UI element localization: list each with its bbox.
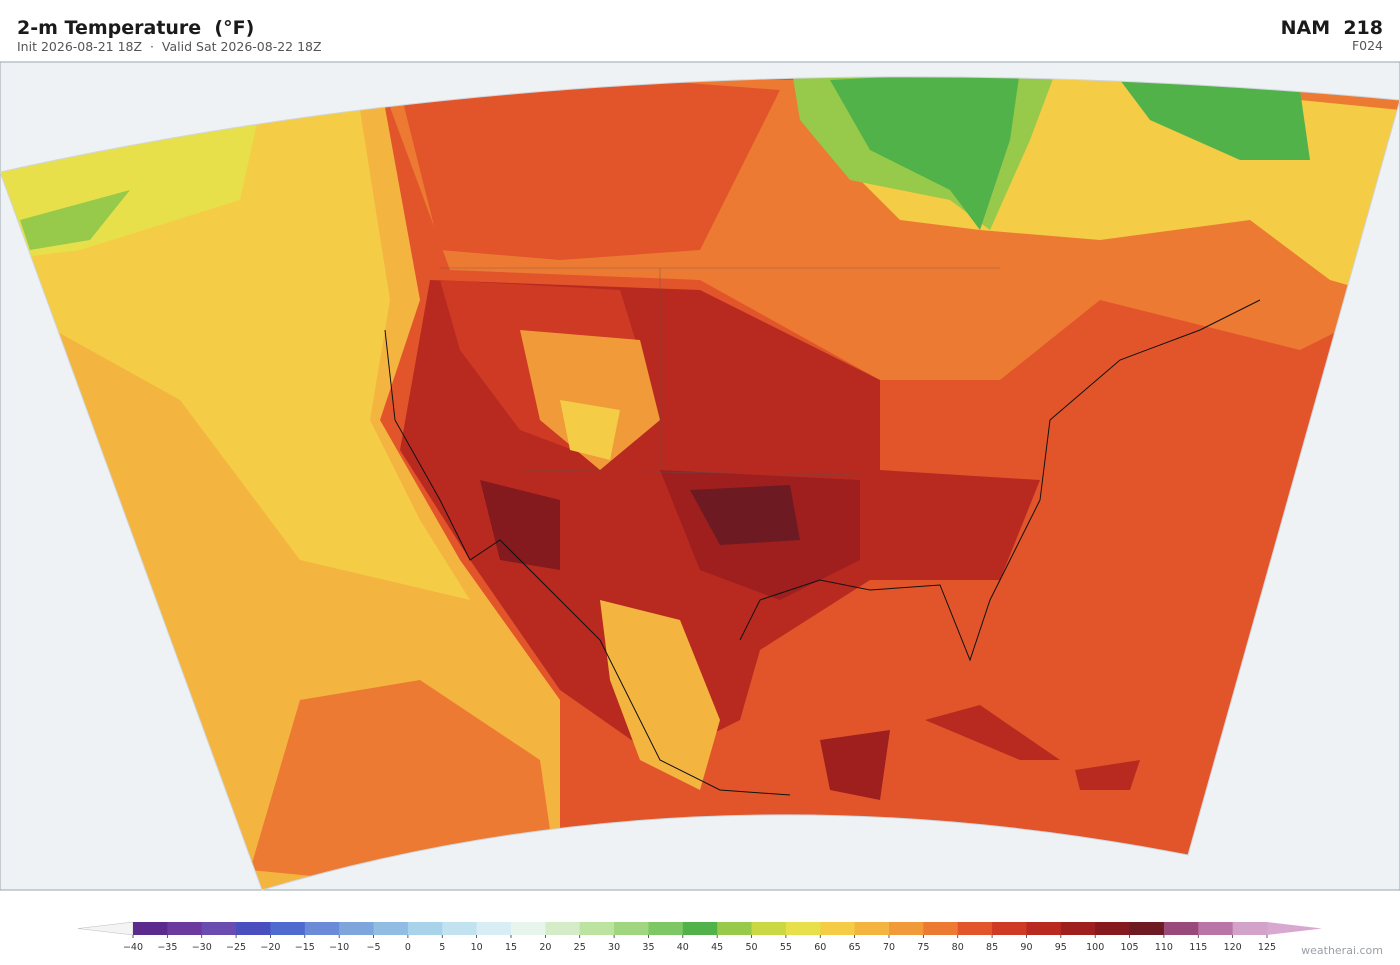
colorbar-tick-label: 40 bbox=[677, 942, 689, 953]
colorbar-tick-label: 120 bbox=[1224, 942, 1242, 953]
colorbar-over bbox=[1267, 922, 1322, 935]
colorbar-segment bbox=[923, 922, 959, 935]
colorbar-tick-label: 65 bbox=[849, 942, 861, 953]
colorbar-segment bbox=[889, 922, 924, 935]
temperature-field bbox=[0, 76, 1400, 891]
borders bbox=[440, 267, 1000, 476]
colorbar-segment bbox=[820, 922, 856, 935]
colorbar-tick-label: 35 bbox=[642, 942, 654, 953]
colorbar-segment bbox=[785, 922, 821, 935]
domain-outline bbox=[0, 76, 1400, 891]
colorbar-tick-label: 115 bbox=[1189, 942, 1207, 953]
colorbar-tick-label: 15 bbox=[505, 942, 517, 953]
colorbar-segment bbox=[511, 922, 546, 935]
colorbar-segment bbox=[1198, 922, 1234, 935]
colorbar-segment bbox=[442, 922, 478, 935]
subtitle: Init 2026-08-21 18Z · Valid Sat 2026-08-… bbox=[17, 39, 322, 54]
colorbar-under bbox=[77, 921, 134, 936]
colorbar-tick-label: −20 bbox=[260, 942, 280, 953]
colorbar-segment bbox=[1129, 922, 1165, 935]
colorbar-tick-label: 0 bbox=[405, 942, 411, 953]
colorbar-tick-label: 110 bbox=[1155, 942, 1173, 953]
colorbar-tick-label: −5 bbox=[367, 942, 381, 953]
colorbar-tick-label: 75 bbox=[917, 942, 929, 953]
title: 2-m Temperature (°F) bbox=[17, 17, 254, 39]
colorbar: −40 −35 −30 −25 −20 −15 −10 −5 0 5 10 15 20 25 30 35 40 4… bbox=[77, 921, 1322, 953]
colorbar-segment bbox=[476, 922, 512, 935]
map bbox=[0, 61, 1400, 891]
model: NAM 218 bbox=[1281, 17, 1383, 39]
colorbar-tick-label: 70 bbox=[883, 942, 895, 953]
colorbar-segment bbox=[717, 922, 753, 935]
colorbar-segment bbox=[270, 922, 306, 935]
colorbar-tick-label: 45 bbox=[711, 942, 723, 953]
colorbar-segment bbox=[201, 922, 237, 935]
colorbar-segment bbox=[1095, 922, 1131, 935]
colorbar-tick-label: 80 bbox=[952, 942, 964, 953]
colorbar-tick-label: −15 bbox=[295, 942, 315, 953]
colorbar-segment bbox=[957, 922, 993, 935]
colorbar-segment bbox=[339, 922, 375, 935]
colorbar-tick-label: 20 bbox=[539, 942, 551, 953]
colorbar-tick-label: −35 bbox=[157, 942, 177, 953]
colorbar-tick-label: 125 bbox=[1258, 942, 1276, 953]
colorbar-segment bbox=[751, 922, 787, 935]
colorbar-segment bbox=[854, 922, 890, 935]
colorbar-segment bbox=[1232, 922, 1268, 935]
colorbar-tick-label: 95 bbox=[1055, 942, 1067, 953]
colorbar-tick-label: 50 bbox=[745, 942, 757, 953]
colorbar-segment bbox=[682, 922, 718, 935]
coastline bbox=[384, 299, 1261, 796]
colorbar-segment bbox=[1060, 922, 1096, 935]
colorbar-segment bbox=[545, 922, 581, 935]
colorbar-segment bbox=[133, 922, 168, 935]
colorbar-segment bbox=[373, 922, 409, 935]
colorbar-tick-label: 55 bbox=[780, 942, 792, 953]
colorbar-segment bbox=[992, 922, 1027, 935]
forecast-hour: F024 bbox=[1352, 38, 1383, 53]
colorbar-tick-label: −30 bbox=[192, 942, 212, 953]
colorbar-segment bbox=[407, 922, 443, 935]
colorbar-tick-label: 85 bbox=[986, 942, 998, 953]
colorbar-tick-label: 5 bbox=[439, 942, 445, 953]
colorbar-tick-label: −40 bbox=[123, 942, 143, 953]
colorbar-tick-label: 60 bbox=[814, 942, 826, 953]
colorbar-segment bbox=[579, 922, 615, 935]
colorbar-segment bbox=[648, 922, 684, 935]
colorbar-tick-label: 25 bbox=[574, 942, 586, 953]
colorbar-tick-label: 90 bbox=[1020, 942, 1032, 953]
colorbar-tick-label: 105 bbox=[1120, 942, 1138, 953]
colorbar-segment bbox=[1026, 922, 1062, 935]
colorbar-tick-label: −10 bbox=[329, 942, 349, 953]
colorbar-segment bbox=[236, 922, 271, 935]
colorbar-segment bbox=[614, 922, 649, 935]
colorbar-tick-label: 10 bbox=[471, 942, 483, 953]
colorbar-segment bbox=[304, 922, 340, 935]
colorbar-tick-label: −25 bbox=[226, 942, 246, 953]
colorbar-tick-label: 100 bbox=[1086, 942, 1104, 953]
colorbar-tick-label: 30 bbox=[608, 942, 620, 953]
colorbar-segment bbox=[1163, 922, 1199, 935]
watermark: weatherai.com bbox=[1301, 944, 1383, 957]
colorbar-segment bbox=[167, 922, 203, 935]
